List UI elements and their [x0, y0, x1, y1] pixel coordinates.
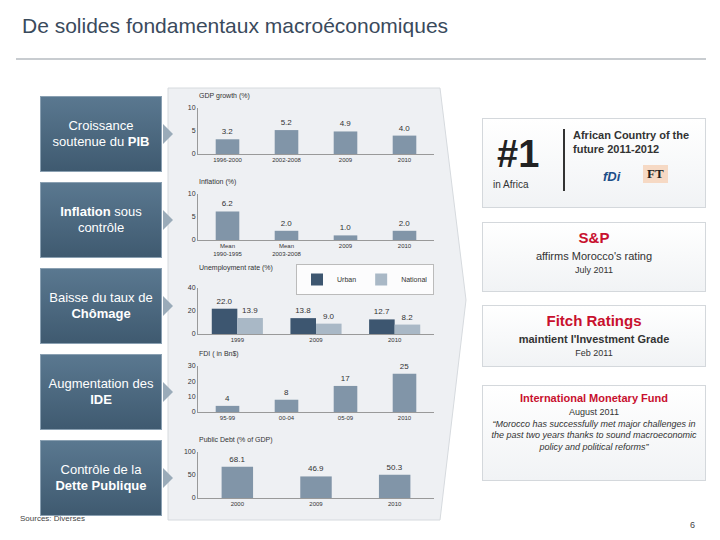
- html-text:in Africa: in Africa: [493, 179, 529, 190]
- svg-text:00-04: 00-04: [279, 415, 295, 421]
- html-text:#1: #1: [497, 133, 540, 175]
- html-text:Fitch Ratings: Fitch Ratings: [546, 312, 642, 329]
- svg-text:2010: 2010: [388, 501, 402, 507]
- svg-text:0: 0: [192, 330, 196, 337]
- html-text:Baisse du taux de: Baisse du taux de: [49, 289, 153, 305]
- svg-text:8: 8: [284, 388, 289, 397]
- html-text:Inflation sous contrôle: Inflation sous contrôle: [60, 203, 142, 235]
- svg-text:10: 10: [188, 393, 196, 400]
- svg-text:25: 25: [400, 362, 409, 371]
- svg-text:Unemployment rate (%): Unemployment rate (%): [199, 264, 273, 272]
- svg-text:68.1: 68.1: [229, 455, 245, 464]
- svg-text:2010: 2010: [398, 415, 412, 421]
- html-text:“Morocco has successfully met: “Morocco has successfully met major chal…: [491, 419, 697, 452]
- svg-text:6.2: 6.2: [222, 199, 234, 208]
- svg-text:4.9: 4.9: [340, 119, 352, 128]
- html-text:S&P: S&P: [578, 229, 610, 246]
- svg-text:13.8: 13.8: [295, 306, 311, 315]
- svg-text:20: 20: [188, 307, 196, 314]
- svg-text:17: 17: [341, 374, 350, 383]
- html-text:Dette Publique: Dette Publique: [55, 478, 147, 493]
- svg-text:1.0: 1.0: [340, 223, 352, 232]
- svg-text:2009: 2009: [339, 243, 353, 249]
- svg-text:0: 0: [192, 494, 196, 501]
- svg-text:10: 10: [188, 104, 196, 111]
- svg-text:Mean2003-2008: Mean2003-2008: [272, 243, 301, 257]
- html-text:Feb 2011: Feb 2011: [575, 348, 613, 358]
- svg-text:05-09: 05-09: [338, 415, 354, 421]
- svg-text:2009: 2009: [309, 501, 323, 507]
- svg-text:1999: 1999: [231, 337, 245, 343]
- svg-text:22.0: 22.0: [216, 297, 232, 306]
- svg-text:2010: 2010: [388, 337, 402, 343]
- svg-text:9.0: 9.0: [323, 312, 335, 321]
- html-text:Contrôle de la: Contrôle de la: [60, 461, 142, 477]
- svg-text:100: 100: [184, 448, 196, 455]
- svg-text:95-99: 95-99: [220, 415, 236, 421]
- svg-text:50: 50: [188, 471, 196, 478]
- svg-text:FDI ( in Bn$): FDI ( in Bn$): [199, 350, 239, 358]
- svg-text:National: National: [401, 276, 427, 283]
- svg-text:8.2: 8.2: [402, 313, 414, 322]
- svg-text:46.9: 46.9: [308, 464, 324, 473]
- html-text:Croissance soutenue du PIB: Croissance soutenue du PIB: [52, 117, 150, 149]
- svg-text:5: 5: [192, 213, 196, 220]
- svg-text:13.9: 13.9: [242, 306, 258, 315]
- html-text:affirms Morocco's rating: affirms Morocco's rating: [535, 250, 653, 262]
- svg-text:5: 5: [192, 127, 196, 134]
- html-text:Sources: Diverses: Sources: Diverses: [20, 514, 85, 523]
- html-text:Augmentation des: Augmentation des: [48, 375, 154, 391]
- html-text:maintient l'Investment Grade: maintient l'Investment Grade: [518, 333, 670, 345]
- svg-text:2000: 2000: [231, 501, 245, 507]
- svg-text:3.2: 3.2: [222, 127, 234, 136]
- svg-text:1996-2000: 1996-2000: [213, 157, 242, 163]
- svg-text:40: 40: [188, 284, 196, 291]
- svg-text:12.7: 12.7: [374, 307, 390, 316]
- svg-text:2.0: 2.0: [281, 219, 293, 228]
- html-text:fDi: fDi: [603, 169, 621, 184]
- svg-text:2.0: 2.0: [399, 219, 411, 228]
- html-text:6: 6: [690, 520, 695, 530]
- svg-text:Public Debt (% of GDP): Public Debt (% of GDP): [199, 436, 273, 444]
- html-text:Chômage: Chômage: [71, 306, 131, 321]
- svg-text:0: 0: [192, 408, 196, 415]
- svg-text:20: 20: [188, 378, 196, 385]
- svg-text:10: 10: [188, 190, 196, 197]
- svg-text:2010: 2010: [398, 243, 412, 249]
- svg-text:2009: 2009: [309, 337, 323, 343]
- svg-text:2009: 2009: [339, 157, 353, 163]
- svg-text:Inflation (%): Inflation (%): [199, 178, 236, 186]
- svg-text:30: 30: [188, 362, 196, 369]
- html-text:International Monetary Fund: International Monetary Fund: [520, 392, 668, 404]
- svg-text:0: 0: [192, 150, 196, 157]
- svg-text:5.2: 5.2: [281, 118, 293, 127]
- html-text:FT: FT: [647, 166, 664, 181]
- svg-text:2010: 2010: [398, 157, 412, 163]
- svg-text:4: 4: [225, 394, 230, 403]
- svg-text:4.0: 4.0: [399, 124, 411, 133]
- svg-text:Mean1990-1995: Mean1990-1995: [213, 243, 242, 257]
- html-text:De solides fondamentaux macroé: De solides fondamentaux macroéconomiques: [22, 14, 449, 37]
- svg-text:GDP growth (%): GDP growth (%): [199, 92, 250, 100]
- svg-text:0: 0: [192, 236, 196, 243]
- html-text:African Country of the future: African Country of the future 2011-2012: [573, 129, 690, 155]
- svg-text:2002-2008: 2002-2008: [272, 157, 301, 163]
- html-text:IDE: IDE: [90, 392, 112, 407]
- svg-text:50.3: 50.3: [387, 463, 403, 472]
- svg-text:Urban: Urban: [337, 276, 356, 283]
- html-text:August 2011: August 2011: [569, 407, 619, 417]
- html-text:July 2011: July 2011: [575, 265, 613, 275]
